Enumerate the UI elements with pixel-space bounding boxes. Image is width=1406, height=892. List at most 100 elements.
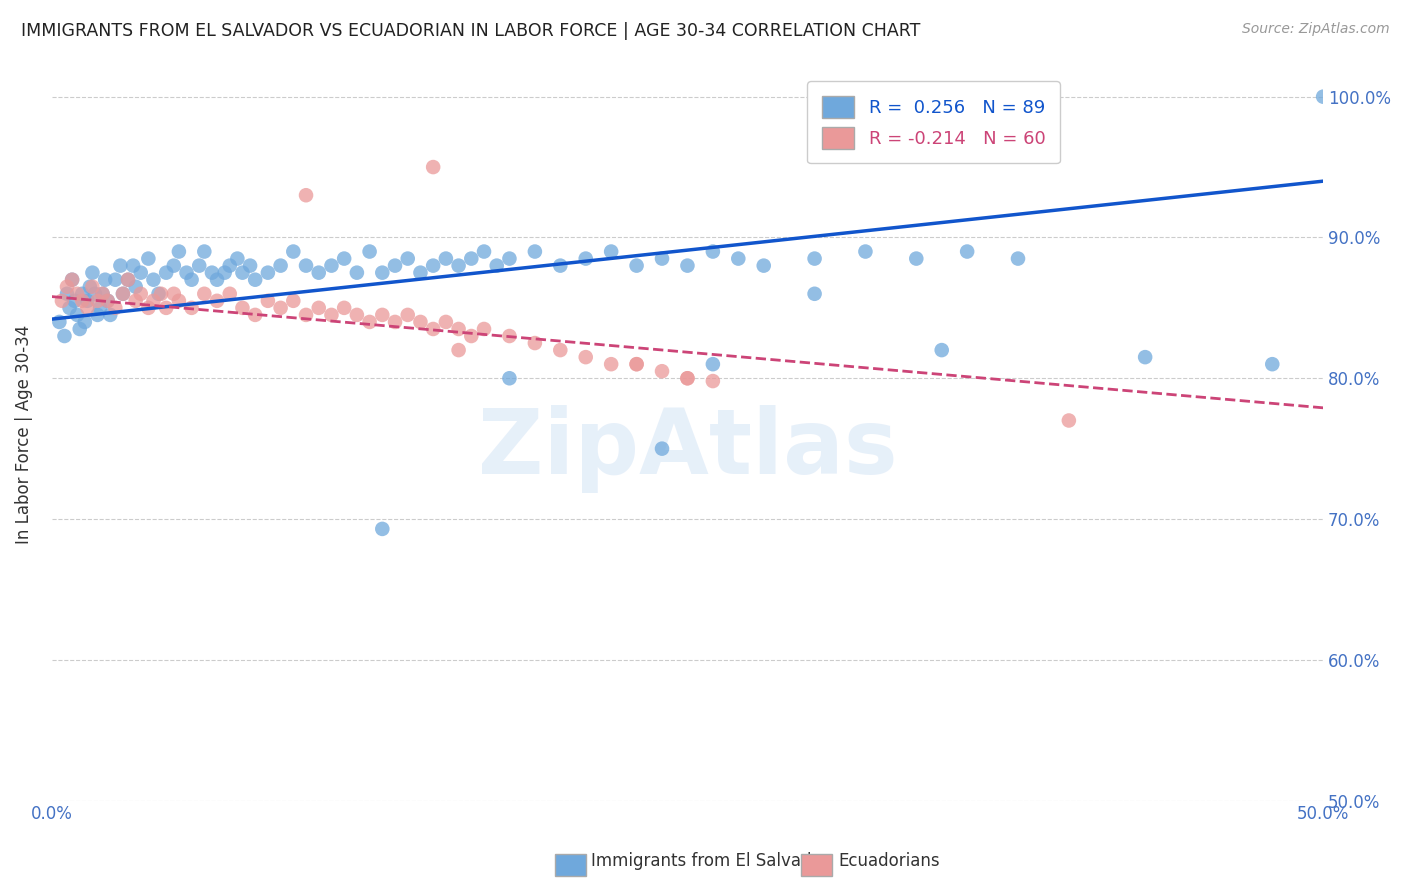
Legend: R =  0.256   N = 89, R = -0.214   N = 60: R = 0.256 N = 89, R = -0.214 N = 60	[807, 81, 1060, 163]
Point	[117, 273, 139, 287]
Point	[79, 279, 101, 293]
Point	[384, 315, 406, 329]
Point	[308, 266, 330, 280]
Point	[359, 315, 381, 329]
Point	[91, 286, 114, 301]
Point	[155, 301, 177, 315]
Point	[371, 308, 394, 322]
Point	[333, 301, 356, 315]
Point	[803, 252, 825, 266]
Point	[651, 364, 673, 378]
Point	[111, 286, 134, 301]
Point	[201, 266, 224, 280]
Point	[60, 273, 83, 287]
Point	[346, 266, 368, 280]
Point	[333, 252, 356, 266]
Point	[651, 442, 673, 456]
Point	[239, 259, 262, 273]
Point	[188, 259, 211, 273]
Point	[283, 244, 305, 259]
Point	[702, 357, 724, 371]
Point	[270, 259, 292, 273]
Point	[138, 301, 160, 315]
Point	[124, 293, 146, 308]
Point	[1057, 413, 1080, 427]
Point	[82, 266, 104, 280]
Point	[460, 329, 482, 343]
Point	[84, 286, 107, 301]
Point	[82, 279, 104, 293]
Point	[447, 259, 470, 273]
Point	[66, 286, 89, 301]
Point	[676, 259, 699, 273]
Point	[86, 308, 108, 322]
Point	[218, 286, 240, 301]
Point	[180, 301, 202, 315]
Point	[447, 343, 470, 357]
Point	[122, 259, 145, 273]
Point	[56, 279, 79, 293]
Point	[409, 315, 432, 329]
Point	[150, 286, 173, 301]
Point	[138, 252, 160, 266]
Point	[163, 259, 186, 273]
Point	[72, 293, 94, 308]
Point	[257, 266, 280, 280]
Text: ZipAtlas: ZipAtlas	[478, 405, 897, 493]
Point	[321, 259, 343, 273]
Point	[676, 371, 699, 385]
Point	[76, 293, 98, 308]
Point	[727, 252, 749, 266]
Point	[66, 308, 89, 322]
Point	[176, 266, 198, 280]
Point	[1007, 252, 1029, 266]
Point	[447, 322, 470, 336]
Point	[308, 301, 330, 315]
Point	[163, 286, 186, 301]
Point	[97, 293, 120, 308]
Point	[498, 329, 520, 343]
Point	[523, 244, 546, 259]
Point	[63, 293, 86, 308]
Point	[472, 322, 495, 336]
Point	[422, 259, 444, 273]
Point	[485, 259, 508, 273]
Point	[371, 522, 394, 536]
Point	[422, 322, 444, 336]
Point	[53, 329, 76, 343]
Point	[111, 286, 134, 301]
Point	[626, 357, 648, 371]
Point	[226, 252, 249, 266]
Point	[422, 160, 444, 174]
Point	[48, 315, 70, 329]
Point	[600, 244, 623, 259]
Point	[117, 273, 139, 287]
Point	[73, 315, 96, 329]
Point	[193, 244, 215, 259]
Point	[855, 244, 877, 259]
Point	[626, 357, 648, 371]
Point	[89, 301, 111, 315]
Point	[148, 286, 170, 301]
Point	[1312, 89, 1334, 103]
Point	[409, 266, 432, 280]
Point	[214, 266, 236, 280]
Point	[205, 293, 228, 308]
Point	[752, 259, 775, 273]
Point	[498, 371, 520, 385]
Point	[231, 266, 253, 280]
Point	[346, 308, 368, 322]
Point	[321, 308, 343, 322]
Text: Ecuadorians: Ecuadorians	[838, 852, 939, 870]
Point	[51, 293, 73, 308]
Point	[69, 322, 91, 336]
Point	[167, 244, 190, 259]
Point	[434, 252, 457, 266]
Point	[86, 293, 108, 308]
Point	[550, 259, 572, 273]
Point	[651, 252, 673, 266]
Point	[396, 252, 419, 266]
Point	[676, 371, 699, 385]
Point	[434, 315, 457, 329]
Point	[359, 244, 381, 259]
